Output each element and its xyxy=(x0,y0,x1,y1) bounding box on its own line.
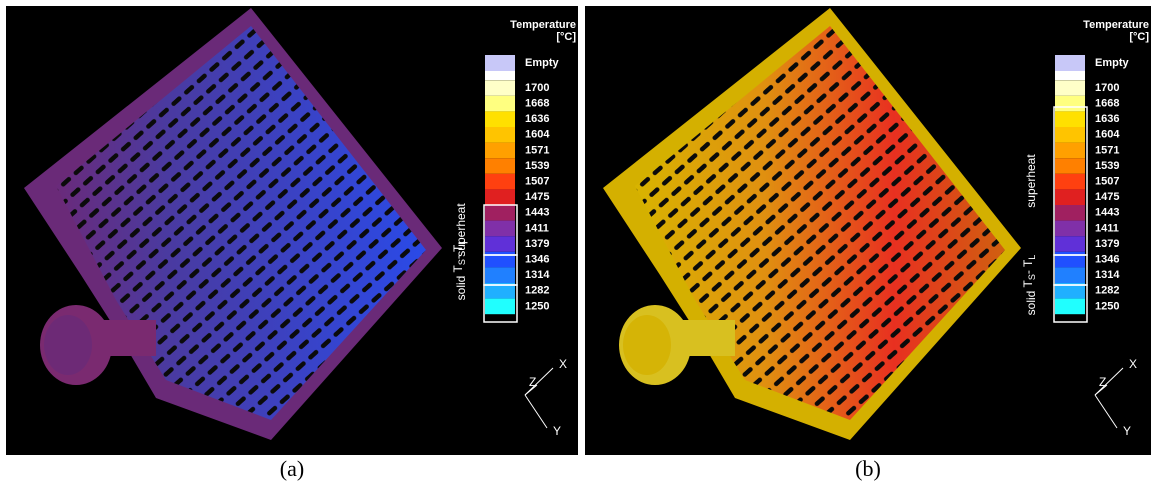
solid-label: solid xyxy=(454,276,468,301)
axis-label: Z xyxy=(529,375,536,389)
legend-gap xyxy=(485,71,515,80)
legend-swatch xyxy=(1055,111,1085,127)
legend-label: 1411 xyxy=(1095,222,1119,234)
legend-label: 1475 xyxy=(525,191,549,203)
legend-swatch xyxy=(1055,236,1085,252)
legend-label: 1604 xyxy=(1095,129,1120,141)
legend-swatch xyxy=(1055,55,1085,71)
axis-label: Y xyxy=(1123,424,1131,438)
legend-swatch xyxy=(485,174,515,190)
legend-label: 1314 xyxy=(1095,269,1120,281)
legend-label: 1539 xyxy=(525,160,549,172)
legend-swatch xyxy=(1055,205,1085,221)
superheat-label: superheat xyxy=(1024,154,1038,208)
legend-label: Empty xyxy=(525,57,560,69)
legend-swatch xyxy=(485,80,515,96)
legend-title: [°C] xyxy=(1129,31,1149,43)
legend-label: 1443 xyxy=(525,207,549,219)
legend-swatch xyxy=(485,127,515,143)
legend-label: 1411 xyxy=(525,222,549,234)
legend-title: Temperature xyxy=(510,19,576,31)
legend-label: 1700 xyxy=(525,82,549,94)
boss-top xyxy=(623,315,671,375)
range-part: - T xyxy=(1021,259,1035,274)
legend-label: 1443 xyxy=(1095,207,1119,219)
legend-title: Temperature xyxy=(1083,19,1149,31)
legend-swatch xyxy=(485,55,515,71)
legend-label: 1346 xyxy=(1095,254,1119,266)
legend-label: 1314 xyxy=(525,269,550,281)
legend-swatch xyxy=(485,205,515,221)
legend-label: 1379 xyxy=(525,238,549,250)
legend-label: 1636 xyxy=(525,113,549,125)
legend-label: 1539 xyxy=(1095,160,1119,172)
axis-label: Z xyxy=(1099,375,1106,389)
axis-label: Y xyxy=(553,424,561,438)
legend-label: 1507 xyxy=(525,176,549,188)
legend-swatch xyxy=(1055,299,1085,315)
legend-label: 1507 xyxy=(1095,176,1119,188)
boss-top xyxy=(44,315,92,375)
legend-label: 1346 xyxy=(525,254,549,266)
legend-swatch xyxy=(1055,174,1085,190)
legend-swatch xyxy=(1055,221,1085,237)
legend-gap xyxy=(1055,71,1085,80)
legend-title: [°C] xyxy=(556,31,576,43)
legend-label: 1571 xyxy=(1095,144,1119,156)
legend-label: 1571 xyxy=(525,144,549,156)
legend-label: 1668 xyxy=(525,98,549,110)
legend-swatch xyxy=(485,236,515,252)
legend-swatch xyxy=(1055,158,1085,174)
legend-label: 1282 xyxy=(525,285,549,297)
legend-swatch xyxy=(485,299,515,315)
legend-swatch xyxy=(1055,267,1085,283)
legend-swatch xyxy=(1055,143,1085,159)
legend-label: 1668 xyxy=(1095,98,1119,110)
range-part: - T xyxy=(451,244,465,259)
legend-label: 1282 xyxy=(1095,285,1119,297)
legend-label: Empty xyxy=(1095,57,1130,69)
legend-swatch xyxy=(1055,96,1085,112)
legend-swatch xyxy=(485,96,515,112)
legend-label: 1250 xyxy=(525,300,549,312)
legend-swatch xyxy=(1055,127,1085,143)
range-part: L xyxy=(1027,255,1037,260)
legend-label: 1250 xyxy=(1095,300,1119,312)
legend-swatch xyxy=(485,267,515,283)
axis-label: X xyxy=(559,357,567,371)
axis-label: X xyxy=(1129,357,1137,371)
legend-label: 1700 xyxy=(1095,82,1119,94)
caption: (a) xyxy=(280,456,304,481)
legend-swatch xyxy=(1055,189,1085,205)
legend-swatch xyxy=(485,158,515,174)
solid-label: solid xyxy=(1024,291,1038,316)
legend-swatch xyxy=(485,189,515,205)
legend-swatch xyxy=(485,143,515,159)
caption: (b) xyxy=(855,456,881,481)
figure: Temperature[°C]Empty17001668163616041571… xyxy=(0,0,1157,487)
range-part: L xyxy=(457,240,467,245)
legend-swatch xyxy=(485,111,515,127)
legend-swatch xyxy=(485,221,515,237)
legend-label: 1475 xyxy=(1095,191,1119,203)
legend-swatch xyxy=(485,252,515,268)
legend-swatch xyxy=(1055,252,1085,268)
legend-label: 1604 xyxy=(525,129,550,141)
legend-label: 1636 xyxy=(1095,113,1119,125)
legend-swatch xyxy=(1055,80,1085,96)
legend-label: 1379 xyxy=(1095,238,1119,250)
